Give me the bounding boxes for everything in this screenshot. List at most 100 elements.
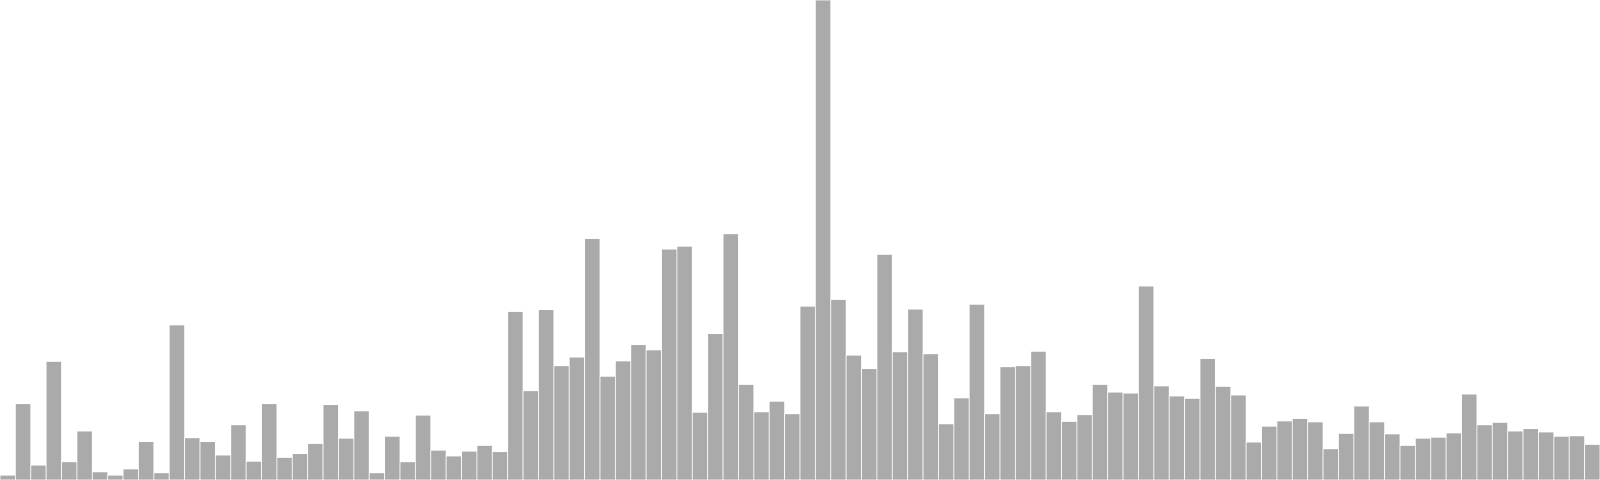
bar	[276, 457, 293, 480]
bar	[107, 474, 124, 480]
bar	[1568, 435, 1586, 480]
bar	[14, 403, 32, 480]
bar	[199, 441, 216, 480]
bar	[538, 309, 555, 480]
bar	[953, 397, 970, 480]
bar	[1138, 285, 1155, 480]
bar	[430, 449, 447, 480]
bar	[261, 403, 278, 480]
bar	[1338, 433, 1355, 480]
bar	[399, 461, 416, 480]
bar	[1461, 393, 1478, 480]
bar	[753, 411, 770, 480]
bar	[0, 474, 16, 480]
bar	[661, 248, 678, 480]
bar	[568, 356, 586, 480]
bar	[1538, 431, 1555, 480]
bar	[91, 471, 109, 480]
bar	[1153, 385, 1170, 480]
bar	[1507, 430, 1524, 480]
bar	[784, 413, 801, 480]
bar	[984, 413, 1001, 480]
bar	[30, 464, 47, 480]
bar	[322, 404, 339, 480]
bar	[645, 349, 662, 480]
bar	[814, 0, 832, 480]
bar	[1491, 421, 1509, 480]
bar	[476, 445, 493, 480]
bar	[1445, 432, 1462, 480]
bar	[722, 233, 739, 480]
bar	[584, 238, 601, 480]
bar	[799, 305, 816, 480]
bar	[1399, 445, 1416, 480]
bar	[999, 366, 1016, 480]
bar	[1245, 441, 1262, 480]
bar	[1522, 428, 1539, 480]
bar	[1307, 421, 1324, 480]
bar	[445, 455, 462, 480]
bar	[968, 303, 986, 480]
bar	[1184, 397, 1201, 480]
bar	[553, 365, 570, 480]
bar	[1045, 411, 1062, 480]
bar	[1076, 414, 1093, 480]
bar	[168, 324, 186, 480]
bar	[1091, 384, 1109, 480]
bar	[76, 430, 93, 480]
bar	[414, 414, 432, 480]
bar	[384, 435, 401, 480]
bar	[1030, 350, 1047, 480]
bar	[891, 351, 909, 480]
bar	[1584, 444, 1600, 480]
bar	[1168, 395, 1186, 480]
bar	[61, 461, 78, 480]
bar	[1353, 405, 1370, 480]
bar	[630, 344, 647, 480]
bar	[1061, 421, 1078, 480]
bar	[1430, 436, 1447, 480]
bar	[861, 368, 878, 480]
bar	[1553, 435, 1570, 480]
bar	[45, 361, 62, 480]
bar	[353, 410, 370, 480]
bar	[599, 375, 616, 480]
bar	[461, 450, 478, 480]
bar	[1230, 394, 1247, 480]
bar	[122, 468, 139, 480]
bar	[876, 253, 893, 480]
bar	[138, 441, 155, 480]
bar	[1384, 433, 1401, 480]
bar	[614, 360, 632, 480]
bar	[214, 454, 232, 480]
bar	[307, 443, 324, 480]
bar	[338, 437, 355, 480]
bar	[738, 384, 755, 480]
bar	[768, 400, 786, 480]
bar	[1276, 420, 1293, 480]
bar	[938, 423, 955, 480]
bar	[1476, 424, 1493, 480]
bar	[1291, 418, 1309, 480]
bar	[522, 390, 539, 480]
bar	[1322, 448, 1339, 480]
bar	[1214, 385, 1232, 480]
bar	[507, 311, 524, 480]
bar	[845, 354, 862, 480]
bar	[907, 308, 924, 480]
bar	[1014, 365, 1032, 480]
bar	[676, 245, 693, 480]
bar	[1414, 437, 1432, 480]
bar	[1122, 392, 1139, 480]
bar	[291, 453, 309, 480]
bar	[1199, 358, 1216, 480]
bar	[691, 411, 709, 480]
bar	[491, 451, 509, 480]
bar	[245, 460, 262, 480]
bar	[184, 437, 201, 480]
bar	[1107, 391, 1124, 480]
bar	[707, 333, 724, 480]
